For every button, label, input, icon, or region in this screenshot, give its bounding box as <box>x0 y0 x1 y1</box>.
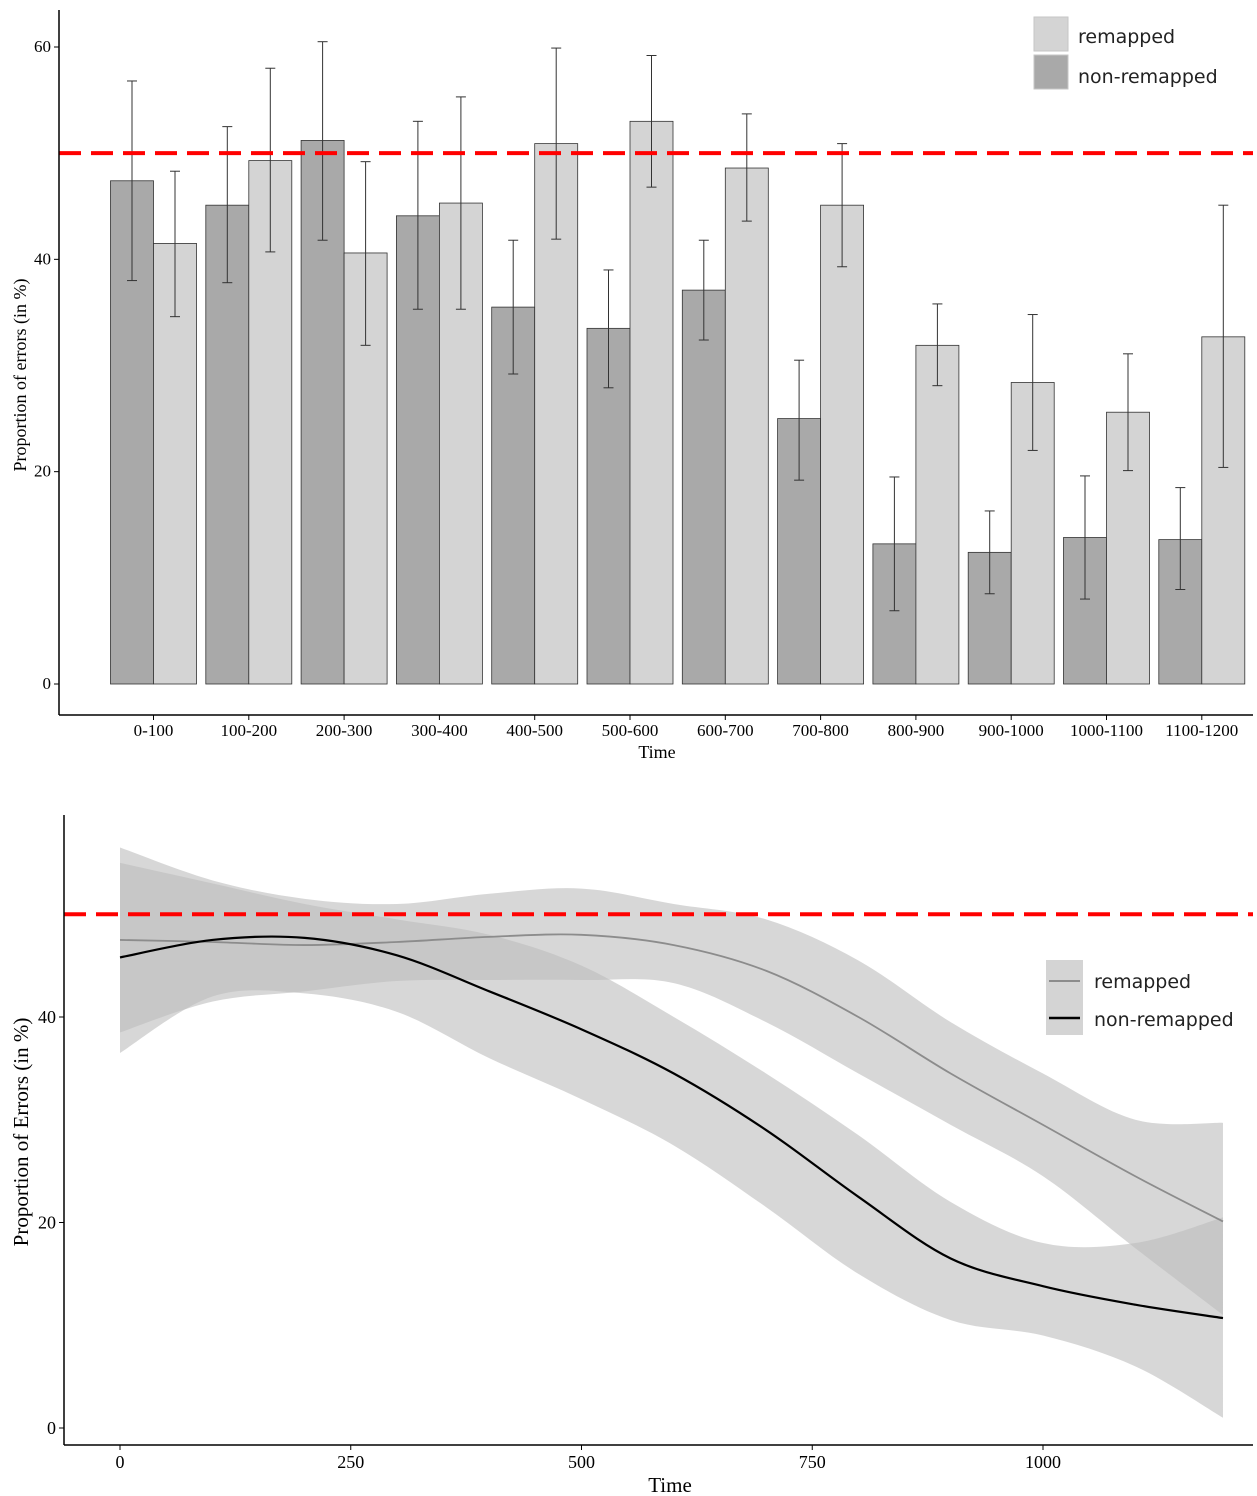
error-bar-non-remapped-500-600 <box>603 269 614 389</box>
error-bar-remapped-1000-1100 <box>1123 353 1133 472</box>
x-tick-label: 750 <box>799 1452 826 1472</box>
y-tick-label: 40 <box>38 1007 56 1027</box>
x-tick-label: 200-300 <box>316 721 373 740</box>
x-axis-title: Time <box>638 742 675 762</box>
y-axis-title: Proportion of Errors (in %) <box>9 1018 33 1247</box>
error-bar-non-remapped-600-700 <box>698 239 709 341</box>
confidence-ribbons <box>120 847 1223 1418</box>
y-tick-label: 60 <box>34 37 51 56</box>
legend-key-remapped <box>1033 16 1069 52</box>
legend: remapped non-remapped <box>1046 960 1234 1035</box>
x-tick-label: 500-600 <box>602 721 659 740</box>
y-tick-label: 0 <box>43 674 52 693</box>
y-tick-label: 20 <box>38 1213 56 1233</box>
error-bar-non-remapped-800-900 <box>889 476 900 612</box>
y-tick-label: 20 <box>34 462 51 481</box>
bar-chart: 0 20 40 60 0-100 100-200 200-300 300-400 400-50… <box>10 10 1253 762</box>
error-bar-remapped-400-500 <box>551 47 562 240</box>
x-axis-ticks: 0-100 100-200 200-300 300-400 400-500 500-600… <box>134 715 1238 740</box>
x-tick-label: 1000-1100 <box>1070 721 1143 740</box>
legend-key-non-remapped <box>1033 54 1069 90</box>
error-bar-remapped-0-100 <box>170 170 180 318</box>
error-bar-non-remapped-400-500 <box>508 239 519 375</box>
x-tick-label: 500 <box>568 1452 595 1472</box>
error-bar-remapped-200-300 <box>360 161 371 346</box>
error-bar-remapped-600-700 <box>741 113 752 222</box>
bar-non-remapped-600-700 <box>681 289 726 685</box>
x-tick-label: 100-200 <box>220 721 277 740</box>
x-tick-label: 0-100 <box>134 721 174 740</box>
error-bar-non-remapped-1000-1100 <box>1080 475 1090 600</box>
x-axis-title: Time <box>648 1473 692 1496</box>
legend-label-remapped: remapped <box>1094 971 1191 993</box>
x-tick-label: 1000 <box>1025 1452 1061 1472</box>
error-bar-non-remapped-0-100 <box>127 80 137 282</box>
error-bar-remapped-1100-1200 <box>1218 204 1229 468</box>
error-bar-remapped-100-200 <box>265 67 276 253</box>
bar-non-remapped-400-500 <box>491 306 536 685</box>
error-bar-non-remapped-1100-1200 <box>1175 487 1186 591</box>
error-bar-non-remapped-900-1000 <box>984 510 995 595</box>
legend-label-remapped: remapped <box>1078 26 1175 48</box>
x-tick-label: 300-400 <box>411 721 468 740</box>
x-tick-label: 0 <box>116 1452 125 1472</box>
bar-remapped-700-800 <box>820 204 864 685</box>
error-bar-remapped-900-1000 <box>1027 314 1038 451</box>
x-tick-label: 600-700 <box>697 721 754 740</box>
x-tick-label: 700-800 <box>792 721 849 740</box>
bar-remapped-500-600 <box>629 120 674 685</box>
x-tick-label: 900-1000 <box>979 721 1044 740</box>
y-tick-label: 40 <box>34 249 51 268</box>
line-non-remapped <box>119 935 1224 1320</box>
y-tick-label: 0 <box>47 1418 56 1438</box>
error-bar-non-remapped-200-300 <box>317 41 328 241</box>
error-bar-non-remapped-700-800 <box>794 359 805 481</box>
error-bar-remapped-800-900 <box>932 303 943 387</box>
legend-label-non-remapped: non-remapped <box>1094 1009 1234 1031</box>
legend: remapped non-remapped <box>1033 16 1218 90</box>
x-tick-label: 400-500 <box>506 721 563 740</box>
smooth-lines <box>119 933 1224 1320</box>
x-tick-label: 250 <box>337 1452 364 1472</box>
error-bars-group <box>127 41 1229 612</box>
line-remapped <box>119 933 1224 1223</box>
bar-remapped-800-900 <box>915 344 960 685</box>
y-axis-title: Proportion of errors (in %) <box>10 279 31 472</box>
legend-label-non-remapped: non-remapped <box>1078 66 1218 88</box>
ribbon-non-remapped <box>120 862 1223 1418</box>
legend-background <box>1046 960 1083 1035</box>
x-tick-label: 800-900 <box>888 721 945 740</box>
error-bar-remapped-300-400 <box>455 96 466 310</box>
x-tick-label: 1100-1200 <box>1165 721 1238 740</box>
error-bar-remapped-500-600 <box>646 54 657 188</box>
y-axis-ticks: 0 20 40 60 <box>34 37 59 693</box>
x-axis-ticks: 0 250 500 750 1000 <box>116 1445 1061 1472</box>
y-axis-ticks: 0 20 40 <box>38 1007 64 1438</box>
error-bar-remapped-700-800 <box>837 143 848 268</box>
